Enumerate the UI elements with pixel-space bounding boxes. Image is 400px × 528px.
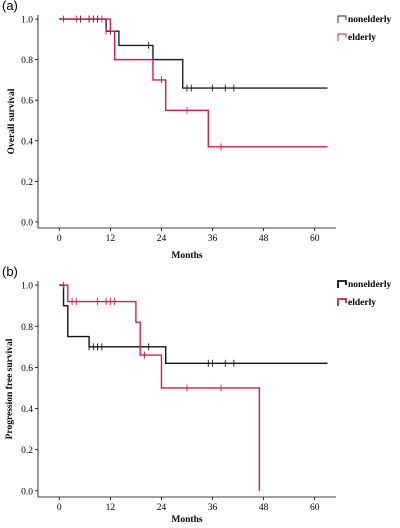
y-tick-label: 0.4 <box>21 137 33 147</box>
chart-panel-1: (a) 0.0 0.2 0.4 0.6 0.8 1.0 0 12 24 36 48 60 Months Ov… <box>2 0 392 261</box>
legend-label-nonelderly: nonelderly <box>348 15 392 25</box>
y-tick-label: 1.0 <box>21 282 33 292</box>
x-tick-label: 24 <box>157 503 167 513</box>
x-tick-label: 12 <box>106 234 116 244</box>
km-curve-nonelderly <box>59 18 328 89</box>
legend-swatch-elderly <box>337 33 347 41</box>
x-tick-label: 24 <box>157 234 167 244</box>
y-axis-title: Progression free survival <box>5 338 15 439</box>
x-axis-title: Months <box>171 515 202 525</box>
y-tick-label: 0.0 <box>21 218 33 228</box>
x-tick-label: 36 <box>208 234 218 244</box>
y-tick-label: 0.2 <box>21 446 33 456</box>
legend-label-elderly: elderly <box>348 33 376 43</box>
x-axis-title: Months <box>171 251 202 261</box>
x-tick-label: 48 <box>259 234 269 244</box>
x-tick-label: 60 <box>310 503 320 513</box>
legend-label-nonelderly: nonelderly <box>348 280 392 290</box>
km-curve-elderly <box>59 18 328 148</box>
legend-label-elderly: elderly <box>348 298 376 308</box>
series-nonelderly <box>59 284 328 367</box>
y-tick-label: 0.6 <box>21 97 33 107</box>
y-tick-label: 1.0 <box>21 16 33 26</box>
y-tick-label: 0.4 <box>21 405 33 415</box>
panel-label: (b) <box>2 264 18 279</box>
km-curve-nonelderly <box>59 284 328 364</box>
y-tick-label: 0.6 <box>21 364 33 374</box>
y-tick-label: 0.2 <box>21 178 33 188</box>
panel-label: (a) <box>2 0 18 13</box>
y-tick-label: 0.8 <box>21 323 33 333</box>
y-axis-title: Overall survival <box>7 88 17 154</box>
x-tick-label: 0 <box>57 234 62 244</box>
x-tick-label: 0 <box>57 503 62 513</box>
y-tick-label: 0.0 <box>21 487 33 497</box>
x-tick-label: 48 <box>259 503 269 513</box>
km-curve-elderly <box>59 284 261 491</box>
legend-swatch-nonelderly <box>337 280 347 288</box>
x-tick-label: 36 <box>208 503 218 513</box>
x-tick-label: 12 <box>106 503 116 513</box>
series-nonelderly <box>59 15 328 92</box>
legend-swatch-elderly <box>337 298 347 306</box>
legend-swatch-nonelderly <box>337 15 347 23</box>
chart-panel-2: (b) 0.0 0.2 0.4 0.6 0.8 1.0 0 12 24 36 48 60 Months Pr… <box>2 264 392 525</box>
y-tick-label: 0.8 <box>21 56 33 66</box>
series-elderly <box>59 281 261 491</box>
x-tick-label: 60 <box>310 234 320 244</box>
series-elderly <box>59 15 328 151</box>
